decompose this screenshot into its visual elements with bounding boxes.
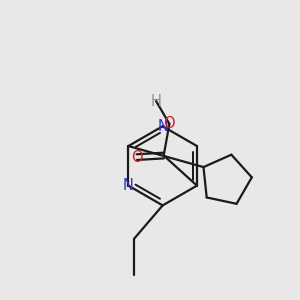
- Text: O: O: [164, 116, 175, 131]
- Text: O: O: [131, 150, 142, 165]
- Text: H: H: [151, 94, 161, 109]
- Text: N: N: [123, 178, 134, 193]
- Text: N: N: [157, 119, 168, 134]
